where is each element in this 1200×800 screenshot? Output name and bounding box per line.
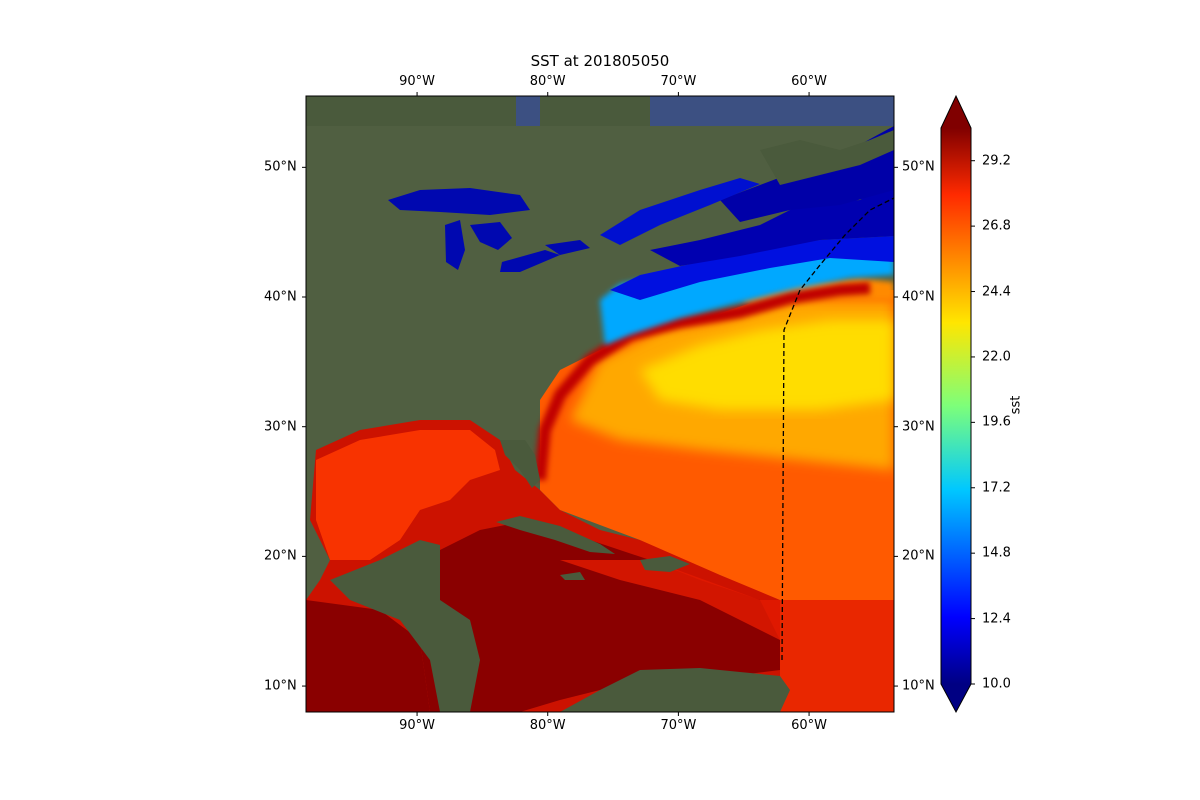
lon-tick-label-top: 60°W [791,74,828,89]
lat-tick-label-right: 30°N [902,419,935,435]
lon-tick-label-top: 70°W [660,74,697,89]
lake-michigan [445,220,465,270]
colorbar-body [941,128,971,684]
lon-tick-label-bottom: 80°W [529,718,566,733]
lat-tick-label-right: 20°N [902,548,935,564]
central-america [330,540,480,712]
cuba-island [496,516,615,554]
lat-tick-label-right: 50°N [902,159,935,175]
colorbar-extend-min [941,684,971,712]
map-plot-area [306,96,894,712]
colorbar-tick-label: 10.0 [982,676,1011,692]
lat-tick-label-right: 10°N [902,678,935,694]
lon-tick-label-top: 80°W [529,74,566,89]
lat-tick-label-left: 20°N [264,548,297,564]
lat-tick-label-right: 40°N [902,289,935,305]
lon-tick-label-bottom: 90°W [399,718,436,733]
colorbar-tick-label: 14.8 [982,545,1011,561]
lon-tick-label-bottom: 70°W [660,718,697,733]
lake-superior [388,188,530,215]
lat-tick-label-left: 10°N [264,678,297,694]
map-title: SST at 201805050 [530,52,670,70]
colorbar-tick-label: 12.4 [982,611,1011,627]
colorbar-label: sst [1008,395,1024,415]
colorbar-tick-label: 29.2 [982,153,1011,169]
colorbar-tick-label: 19.6 [982,414,1011,430]
lat-tick-label-left: 30°N [264,419,297,435]
colorbar [940,94,975,714]
lat-tick-label-left: 40°N [264,289,297,305]
map-frame [305,95,895,713]
colorbar-tick-label: 17.2 [982,480,1011,496]
colorbar-tick-label: 24.4 [982,284,1011,300]
colorbar-tick-label: 26.8 [982,218,1011,234]
lon-tick-label-top: 90°W [399,74,436,89]
lat-tick-label-left: 50°N [264,159,297,175]
boundary-line [781,197,895,661]
lon-tick-label-bottom: 60°W [791,718,828,733]
colorbar-tick-label: 22.0 [982,349,1011,365]
colorbar-extend-max [941,96,971,128]
